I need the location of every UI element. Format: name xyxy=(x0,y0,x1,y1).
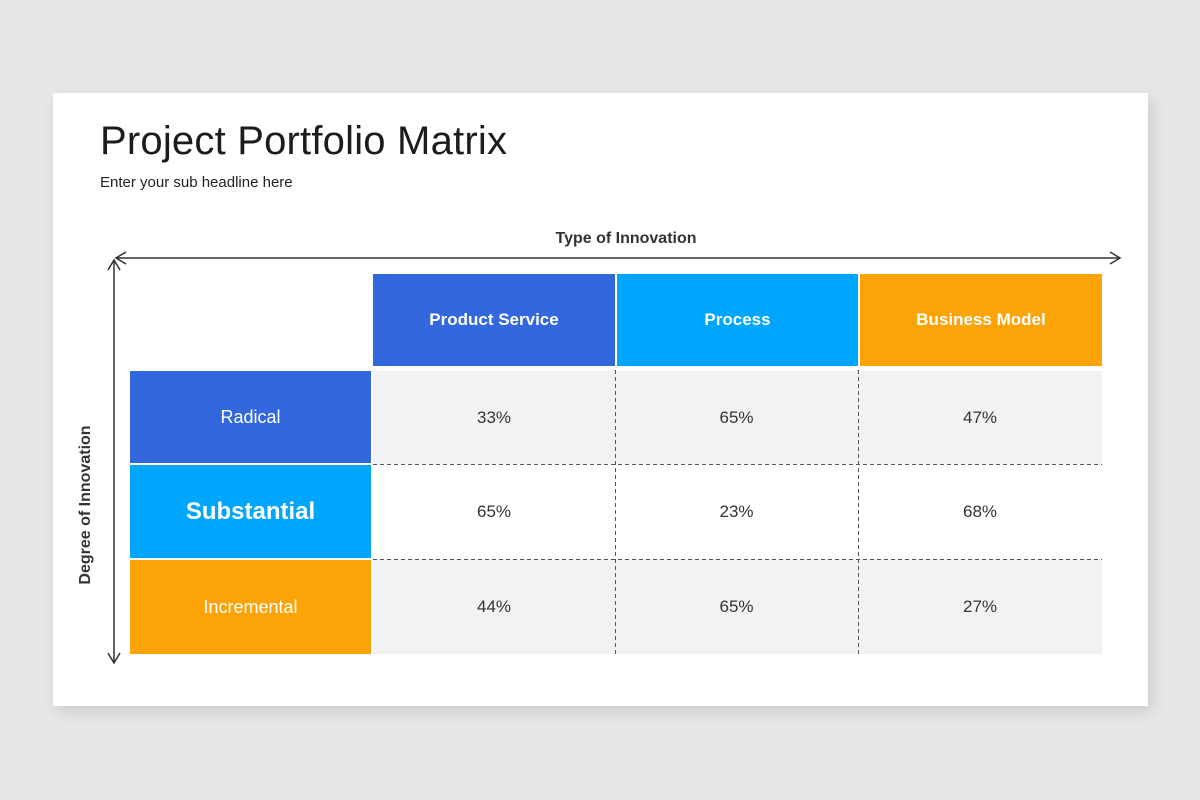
table-cell: 65% xyxy=(373,464,615,559)
cell-value: 44% xyxy=(476,596,512,616)
table-cell: 33% xyxy=(373,371,615,464)
slide-subtitle: Enter your sub headline here xyxy=(100,174,293,191)
table-cell: 65% xyxy=(615,559,858,654)
cell-value: 65% xyxy=(719,596,754,616)
column-header-label: Business Model xyxy=(916,310,1046,329)
cell-value: 27% xyxy=(962,596,998,616)
row-header-label: Incremental xyxy=(203,596,298,617)
table-cell: 65% xyxy=(615,371,858,464)
table-cell: 27% xyxy=(858,559,1102,654)
x-axis-arrow-icon xyxy=(114,251,1122,265)
y-axis-label: Degree of Innovation xyxy=(77,425,94,585)
cell-value: 65% xyxy=(476,501,512,521)
cell-value: 68% xyxy=(962,501,998,521)
cell-value: 65% xyxy=(719,407,754,427)
column-header-label: Product Service xyxy=(429,310,559,329)
row-header-label: Radical xyxy=(220,406,281,427)
table-cell: 44% xyxy=(373,559,615,654)
cell-value: 33% xyxy=(476,407,512,427)
column-header-product-service: Product Service xyxy=(373,274,615,366)
y-axis-arrow-icon xyxy=(107,258,121,665)
slide-title: Project Portfolio Matrix xyxy=(100,119,508,163)
row-header-incremental: Incremental xyxy=(130,560,371,654)
row-header-radical: Radical xyxy=(130,371,371,463)
cell-value: 23% xyxy=(719,501,754,521)
column-header-process: Process xyxy=(617,274,858,366)
x-axis-label: Type of Innovation xyxy=(555,230,697,247)
table-cell: 47% xyxy=(858,371,1102,464)
column-header-label: Process xyxy=(704,310,771,329)
table-cell: 68% xyxy=(858,464,1102,559)
row-header-substantial: Substantial xyxy=(130,465,371,558)
table-cell: 23% xyxy=(615,464,858,559)
column-header-business-model: Business Model xyxy=(860,274,1102,366)
row-header-label: Substantial xyxy=(185,497,316,525)
slide: Project Portfolio Matrix Enter your sub … xyxy=(53,93,1148,706)
cell-value: 47% xyxy=(962,407,998,427)
